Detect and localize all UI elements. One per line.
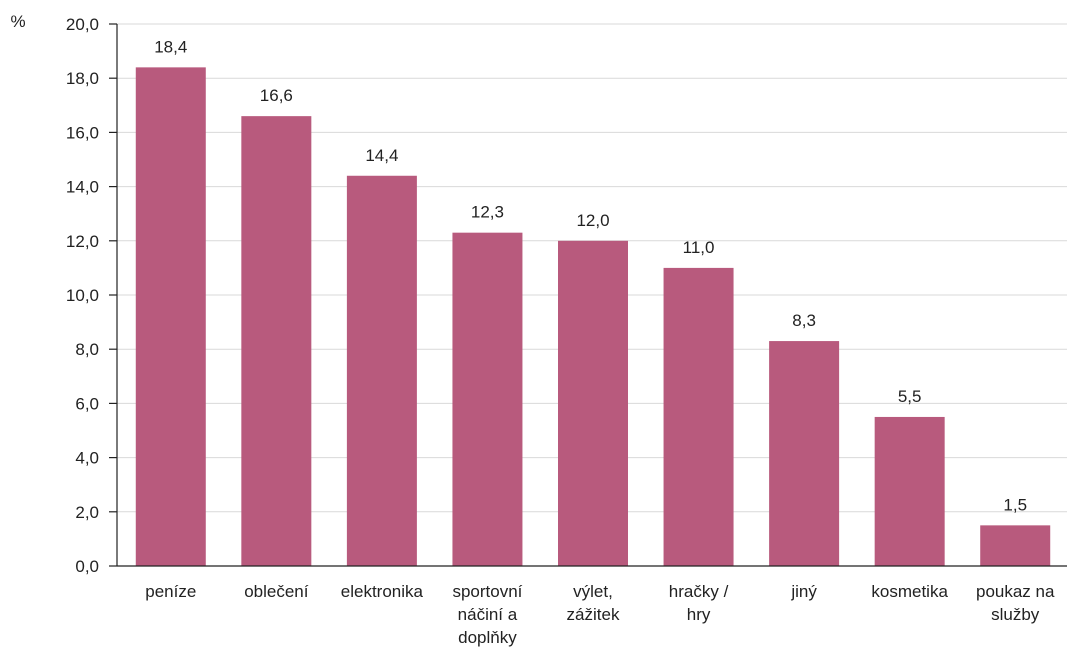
x-category-label: jiný <box>790 582 817 601</box>
x-category-label: peníze <box>145 582 196 601</box>
y-tick-label: 12,0 <box>66 232 99 251</box>
x-category-label-line: elektronika <box>341 582 424 601</box>
x-category-label-line: náčiní a <box>458 605 518 624</box>
bar-value-label: 18,4 <box>154 37 187 56</box>
bar <box>452 232 523 567</box>
bar <box>135 67 206 567</box>
y-tick-label: 8,0 <box>75 340 99 359</box>
x-category-label-line: výlet, <box>573 582 613 601</box>
bar <box>241 116 312 566</box>
bar <box>663 267 734 566</box>
y-tick-label: 14,0 <box>66 178 99 197</box>
bar <box>558 240 628 567</box>
bar-value-label: 8,3 <box>792 311 816 330</box>
x-category-label: sportovní náčiní a doplňky <box>452 582 522 647</box>
y-axis-unit-label: % <box>10 12 25 31</box>
x-category-label: poukaz na služby <box>976 582 1055 624</box>
x-category-label: kosmetika <box>871 582 948 601</box>
y-tick-label: 4,0 <box>75 449 99 468</box>
bar <box>874 416 945 566</box>
y-tick-label: 10,0 <box>66 286 99 305</box>
x-category-label-line: peníze <box>145 582 196 601</box>
x-category-label: oblečení <box>244 582 309 601</box>
x-category-label-line: kosmetika <box>871 582 948 601</box>
x-category-label-line: oblečení <box>244 582 309 601</box>
y-tick-label: 6,0 <box>75 394 99 413</box>
y-axis-ticks: 0,0 2,0 4,0 6,0 8,0 10,0 12,0 14,0 16,0 18,0 20,0 <box>66 15 117 576</box>
x-category-label-line: služby <box>991 605 1040 624</box>
y-tick-label: 18,0 <box>66 69 99 88</box>
bar-value-label: 1,5 <box>1003 495 1027 514</box>
x-category-label-line: zážitek <box>567 605 620 624</box>
x-category-label-line: hry <box>687 605 711 624</box>
bar <box>346 175 417 566</box>
x-category-label: výlet, zážitek <box>567 582 620 624</box>
bar-value-label: 14,4 <box>365 146 398 165</box>
bar-value-label: 16,6 <box>260 86 293 105</box>
x-category-label-line: doplňky <box>458 628 517 647</box>
bar-value-label: 5,5 <box>898 387 922 406</box>
x-category-label-line: poukaz na <box>976 582 1055 601</box>
x-category-label: hračky / hry <box>669 582 729 624</box>
bar <box>980 525 1051 566</box>
x-category-label-line: sportovní <box>452 582 522 601</box>
y-tick-label: 20,0 <box>66 15 99 34</box>
bar-value-label: 11,0 <box>683 238 715 257</box>
bar <box>769 341 840 566</box>
x-category-label: elektronika <box>341 582 424 601</box>
y-tick-label: 2,0 <box>75 503 99 522</box>
data-labels: 18,4 16,6 14,4 12,3 12,0 11,0 8,3 5,5 1,5 <box>154 37 1027 514</box>
x-axis-categories: peníze oblečení elektronika sportovní náčiní… <box>145 582 1055 647</box>
y-tick-label: 16,0 <box>66 123 99 142</box>
bar-value-label: 12,0 <box>576 211 609 230</box>
bar-value-label: 12,3 <box>471 203 504 222</box>
x-category-label-line: hračky / <box>669 582 729 601</box>
y-tick-label: 0,0 <box>75 557 99 576</box>
x-category-label-line: jiný <box>790 582 817 601</box>
bars <box>135 67 1051 567</box>
